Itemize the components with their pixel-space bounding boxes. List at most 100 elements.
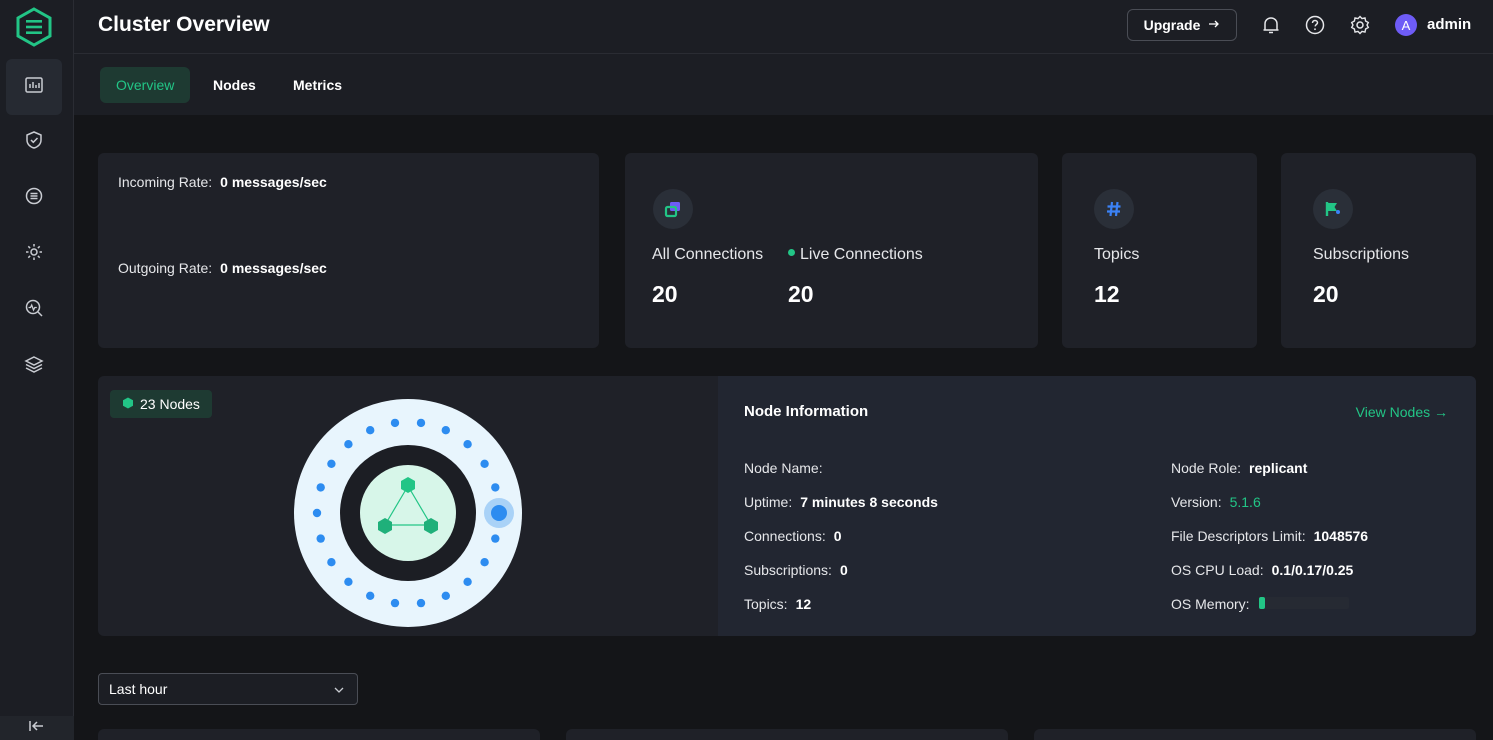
username[interactable]: admin: [1427, 16, 1472, 33]
cluster-node[interactable]: [390, 418, 400, 428]
hashtag-icon: [1094, 189, 1134, 229]
selected-node[interactable]: [491, 505, 507, 521]
topics-card: Topics 12: [1062, 153, 1257, 348]
outgoing-rate-label: Outgoing Rate:: [118, 260, 213, 276]
connections-icon: [653, 189, 693, 229]
time-range-select[interactable]: Last hour: [98, 673, 358, 705]
topics-value: 12: [1094, 281, 1120, 307]
metrics-chart-card-1: [98, 729, 540, 740]
memory-label: OS Memory:: [1171, 596, 1250, 612]
upgrade-button[interactable]: Upgrade: [1127, 9, 1237, 41]
incoming-rate-value: 0 messages/sec: [220, 174, 327, 190]
fd-limit-value: 1048576: [1313, 528, 1369, 544]
connections-card: All Connections 20 Live Connections 20: [625, 153, 1038, 348]
cluster-topology-panel: 23 Nodes Node Information View Nodes → N…: [98, 376, 1476, 636]
sidebar-item-access-control[interactable]: [6, 114, 62, 170]
live-status-dot: [788, 249, 795, 257]
arrow-right-icon: [1208, 17, 1220, 33]
nodes-count-label: 23 Nodes: [140, 396, 200, 412]
cluster-ring-diagram: [294, 399, 522, 627]
tab-nodes[interactable]: Nodes: [213, 77, 256, 93]
tab-overview[interactable]: Overview: [100, 67, 191, 103]
node-subscriptions-value: 0: [839, 562, 848, 578]
version-label: Version:: [1171, 494, 1222, 510]
dashboard-icon: [24, 75, 44, 100]
fd-limit-row: File Descriptors Limit: 1048576: [1171, 528, 1368, 544]
sidebar-item-layers[interactable]: [6, 338, 62, 394]
cluster-node[interactable]: [463, 440, 472, 449]
cluster-node[interactable]: [312, 508, 322, 518]
cluster-node[interactable]: [441, 426, 450, 435]
cluster-node[interactable]: [491, 483, 500, 492]
subscriptions-value: 20: [1313, 281, 1339, 307]
live-connections: Live Connections: [788, 246, 923, 264]
node-connections-label: Connections:: [744, 528, 826, 544]
uptime-row: Uptime: 7 minutes 8 seconds: [744, 494, 938, 510]
cluster-node[interactable]: [416, 598, 426, 608]
subscription-flag-icon: [1313, 189, 1353, 229]
view-nodes-label: View Nodes: [1355, 404, 1431, 420]
cluster-node[interactable]: [327, 459, 336, 468]
node-name-row: Node Name:: [744, 460, 831, 476]
cluster-node[interactable]: [390, 598, 400, 608]
cluster-node[interactable]: [366, 426, 375, 435]
collapse-icon: [28, 719, 46, 738]
cluster-node[interactable]: [316, 483, 325, 492]
connections-row: Connections: 0: [744, 528, 842, 544]
memory-usage-fill: [1259, 597, 1266, 609]
cluster-node[interactable]: [416, 418, 426, 428]
nodes-count-badge: 23 Nodes: [110, 390, 212, 418]
subscriptions-label: Subscriptions: [1313, 246, 1410, 263]
outgoing-rate: Outgoing Rate: 0 messages/sec: [118, 260, 327, 276]
sidebar-item-diagnose[interactable]: [6, 282, 62, 338]
diagnose-icon: [24, 298, 44, 323]
memory-usage-bar: [1259, 597, 1349, 609]
node-role-value: replicant: [1249, 460, 1308, 476]
tab-bar: Overview Nodes Metrics: [74, 54, 1493, 115]
sidebar-item-management[interactable]: [6, 226, 62, 282]
cpu-load-value: 0.1/0.17/0.25: [1271, 562, 1354, 578]
cluster-node[interactable]: [480, 459, 489, 468]
sidebar-item-integration[interactable]: [6, 170, 62, 226]
uptime-label: Uptime:: [744, 494, 793, 510]
sidebar-item-dashboard[interactable]: [6, 59, 62, 115]
collapse-sidebar-button[interactable]: [0, 716, 74, 740]
incoming-rate: Incoming Rate: 0 messages/sec: [118, 174, 327, 190]
bell-icon[interactable]: [1260, 14, 1282, 36]
view-nodes-link[interactable]: View Nodes →: [1356, 404, 1448, 420]
app-logo-icon[interactable]: [15, 7, 53, 47]
core-circle: [360, 465, 456, 561]
node-role-label: Node Role:: [1171, 460, 1242, 476]
chevron-down-icon: [333, 683, 345, 699]
all-connections-label: All Connections: [652, 246, 764, 263]
node-information-title: Node Information: [744, 403, 869, 420]
topics-row: Topics: 12: [744, 596, 811, 612]
cluster-node[interactable]: [327, 558, 336, 567]
management-gear-icon: [24, 242, 44, 267]
avatar[interactable]: A: [1395, 14, 1417, 36]
node-topics-label: Topics:: [744, 596, 788, 612]
cluster-node[interactable]: [480, 558, 489, 567]
cluster-node[interactable]: [344, 577, 353, 586]
cluster-node[interactable]: [366, 591, 375, 600]
version-value: 5.1.6: [1229, 494, 1261, 510]
metrics-chart-card-2: [566, 729, 1008, 740]
settings-gear-icon[interactable]: [1349, 14, 1371, 36]
cluster-node[interactable]: [316, 534, 325, 543]
outgoing-rate-value: 0 messages/sec: [220, 260, 327, 276]
data-integration-icon: [24, 186, 44, 211]
node-subscriptions-label: Subscriptions:: [744, 562, 832, 578]
cluster-node[interactable]: [463, 577, 472, 586]
all-connections-value: 20: [652, 281, 678, 307]
help-icon[interactable]: [1304, 14, 1326, 36]
node-topics-value: 12: [795, 596, 812, 612]
tab-metrics[interactable]: Metrics: [293, 77, 343, 93]
cluster-node[interactable]: [441, 591, 450, 600]
time-range-value: Last hour: [109, 681, 168, 697]
subscriptions-row: Subscriptions: 0: [744, 562, 848, 578]
live-connections-label: Live Connections: [800, 246, 923, 263]
cluster-node[interactable]: [491, 534, 500, 543]
cpu-load-row: OS CPU Load: 0.1/0.17/0.25: [1171, 562, 1353, 578]
cluster-node[interactable]: [344, 440, 353, 449]
node-dots: [312, 418, 500, 608]
